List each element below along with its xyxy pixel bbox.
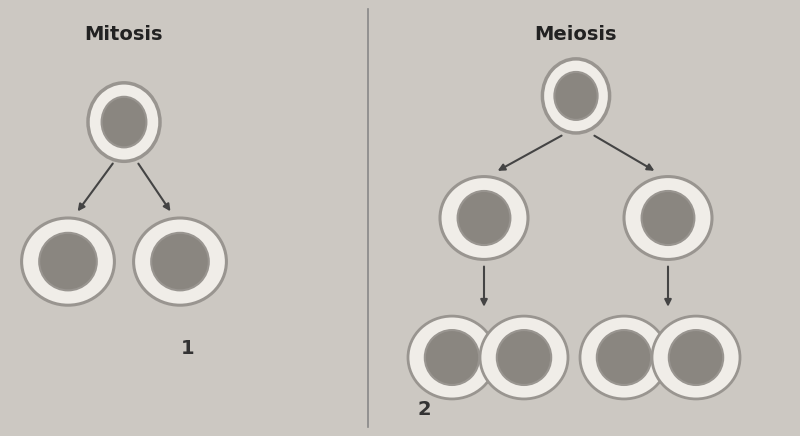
Ellipse shape [102, 97, 146, 147]
Ellipse shape [580, 316, 668, 399]
Text: 1: 1 [181, 339, 195, 358]
Ellipse shape [408, 316, 496, 399]
Ellipse shape [542, 59, 610, 133]
Ellipse shape [151, 233, 209, 290]
Ellipse shape [22, 218, 114, 305]
Text: Meiosis: Meiosis [534, 25, 618, 44]
Ellipse shape [480, 316, 568, 399]
Ellipse shape [597, 330, 651, 385]
Ellipse shape [497, 330, 551, 385]
Ellipse shape [624, 177, 712, 259]
Ellipse shape [652, 316, 740, 399]
Ellipse shape [669, 330, 723, 385]
Ellipse shape [425, 330, 479, 385]
Ellipse shape [440, 177, 528, 259]
Ellipse shape [554, 72, 598, 120]
Ellipse shape [458, 191, 510, 245]
Ellipse shape [39, 233, 97, 290]
Ellipse shape [134, 218, 226, 305]
Ellipse shape [642, 191, 694, 245]
Text: 2: 2 [417, 400, 431, 419]
Text: Mitosis: Mitosis [85, 25, 163, 44]
Ellipse shape [88, 83, 160, 161]
